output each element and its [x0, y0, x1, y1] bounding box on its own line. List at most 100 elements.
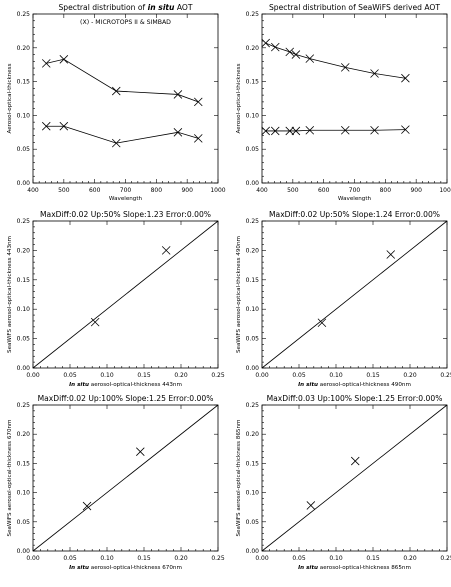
y-tick-label: 0.15: [246, 460, 260, 467]
x-axis-label-part: In situ: [69, 382, 89, 388]
x-axis-label-part: aerosol-optical-thickness 443nm: [89, 382, 182, 388]
y-tick-label: 0.10: [17, 490, 31, 497]
series-2-point: [270, 126, 280, 136]
plot-frame: [261, 220, 448, 369]
y-tick-label: 0.10: [246, 490, 260, 497]
y-tick-label: 0.25: [246, 218, 260, 225]
chart-title: Spectral distribution of in situ AOT: [58, 3, 192, 12]
y-tick-label: 0.05: [17, 519, 31, 526]
y-tick-label: 0.00: [246, 548, 260, 555]
y-tick-label: 0.10: [17, 112, 31, 119]
y-tick-label: 0.15: [246, 277, 260, 284]
y-tick-label: 0.20: [246, 45, 260, 52]
chart-panel-5: MaxDiff:0.02 Up:100% Slope:1.25 Error:0.…: [7, 394, 225, 571]
chart-panel-3: MaxDiff:0.02 Up:50% Slope:1.23 Error:0.0…: [7, 210, 225, 388]
chart-panel-4: MaxDiff:0.02 Up:50% Slope:1.24 Error:0.0…: [236, 210, 451, 388]
chart-title: MaxDiff:0.02 Up:100% Slope:1.25 Error:0.…: [38, 394, 214, 403]
x-tick-label: 600: [318, 187, 330, 194]
x-tick-label: 0.25: [211, 372, 225, 379]
x-axis-label-part: aerosol-optical-thickness 490nm: [318, 382, 411, 388]
chart-panel-1: Spectral distribution of in situ AOT 400 5…: [7, 3, 226, 202]
x-tick-label: 900: [410, 187, 422, 194]
chart-title-part: Spectral distribution of: [58, 3, 147, 12]
x-tick-label: 0.20: [174, 372, 188, 379]
y-tick-label: 0.10: [246, 112, 260, 119]
series-1-point: [370, 69, 379, 78]
y-tick-label: 0.10: [17, 306, 31, 313]
chart-title-part: Spectral distribution of SeaWiFS derived…: [269, 3, 440, 12]
y-tick-label: 0.05: [17, 336, 31, 343]
x-tick-label: 0.15: [366, 372, 380, 379]
chart-title: MaxDiff:0.02 Up:50% Slope:1.24 Error:0.0…: [269, 210, 440, 219]
x-tick-label: 700: [349, 187, 361, 194]
x-tick-label: 0.25: [440, 372, 451, 379]
series-1-point: [261, 38, 270, 48]
x-axis-label-part: In situ: [298, 382, 318, 388]
x-axis-label-part: aerosol-optical-thickness 670nm: [89, 565, 182, 571]
y-axis-label: SeaWiFS aerosol-optical-thickness 865nm: [236, 420, 242, 537]
x-tick-label: 0.00: [255, 555, 269, 562]
x-axis-label: In situ aerosol-optical-thickness 443nm: [69, 382, 182, 388]
x-axis-label: In situ aerosol-optical-thickness 670nm: [69, 565, 182, 571]
x-tick-label: 500: [58, 187, 70, 194]
series-2-point: [401, 125, 410, 134]
y-tick-label: 0.00: [246, 365, 260, 372]
one-to-one-line: [261, 220, 448, 369]
series-1-point: [285, 47, 295, 57]
chart-title-part: AOT: [174, 3, 192, 12]
y-tick-label: 0.25: [246, 11, 260, 18]
x-tick-label: 800: [151, 187, 163, 194]
x-tick-label: 400: [256, 187, 268, 194]
scatter-point: [386, 250, 396, 259]
plot-frame: [32, 404, 219, 552]
y-tick-label: 0.25: [17, 218, 31, 225]
one-to-one-line: [32, 220, 219, 369]
y-axis-label: SeaWiFS aerosol-optical-thickness 443nm: [7, 236, 13, 353]
x-tick-label: 0.20: [403, 555, 417, 562]
series-2-point: [41, 121, 51, 131]
scatter-point: [317, 318, 327, 328]
x-axis-label-part: aerosol-optical-thickness 865nm: [318, 565, 411, 571]
x-tick-label: 0.00: [26, 555, 40, 562]
chart-annotation: (X) - MICROTOPS II & SIMBAD: [80, 19, 171, 26]
x-tick-label: 0.25: [440, 555, 451, 562]
series-1-point: [59, 55, 69, 64]
y-tick-label: 0.15: [246, 79, 260, 86]
series-1-point: [291, 50, 301, 59]
y-tick-label: 0.20: [17, 247, 31, 254]
y-tick-label: 0.05: [246, 519, 260, 526]
y-tick-label: 0.00: [17, 365, 31, 372]
x-tick-label: 0.25: [211, 555, 225, 562]
series-1-point: [193, 97, 203, 107]
y-tick-label: 0.20: [246, 247, 260, 254]
x-axis-label-part: In situ: [69, 565, 89, 571]
x-tick-label: 0.10: [329, 555, 343, 562]
y-tick-label: 0.20: [246, 431, 260, 438]
y-tick-label: 0.20: [17, 431, 31, 438]
x-axis-label: In situ aerosol-optical-thickness 865nm: [298, 565, 411, 571]
x-axis-label: In situ aerosol-optical-thickness 490nm: [298, 382, 411, 388]
x-tick-label: 700: [120, 187, 132, 194]
scatter-point: [82, 501, 92, 511]
x-tick-label: 800: [380, 187, 392, 194]
series-1-point: [305, 54, 315, 63]
y-tick-label: 0.00: [17, 180, 31, 187]
series-line-2: [265, 129, 406, 132]
series-1-point: [173, 90, 183, 99]
chart-title-part: MaxDiff:0.02 Up:50% Slope:1.24 Error:0.0…: [269, 210, 440, 219]
y-tick-label: 0.20: [17, 45, 31, 52]
x-tick-label: 0.20: [403, 372, 417, 379]
x-tick-label: 0.15: [366, 555, 380, 562]
x-tick-label: 0.05: [292, 372, 306, 379]
y-axis-label: SeaWiFS aerosol-optical-thickness 490nm: [236, 236, 242, 353]
series-2-point: [111, 138, 121, 148]
y-tick-label: 0.10: [246, 306, 260, 313]
x-axis-label-part: In situ: [298, 565, 318, 571]
series-2-point: [291, 126, 301, 136]
x-tick-label: 1000: [210, 187, 225, 194]
chart-title-part: MaxDiff:0.03 Up:100% Slope:1.25 Error:0.…: [267, 394, 443, 403]
series-2-point: [370, 125, 379, 135]
chart-title-part: MaxDiff:0.02 Up:50% Slope:1.23 Error:0.0…: [40, 210, 211, 219]
y-tick-label: 0.15: [17, 277, 31, 284]
scatter-point: [136, 447, 145, 457]
